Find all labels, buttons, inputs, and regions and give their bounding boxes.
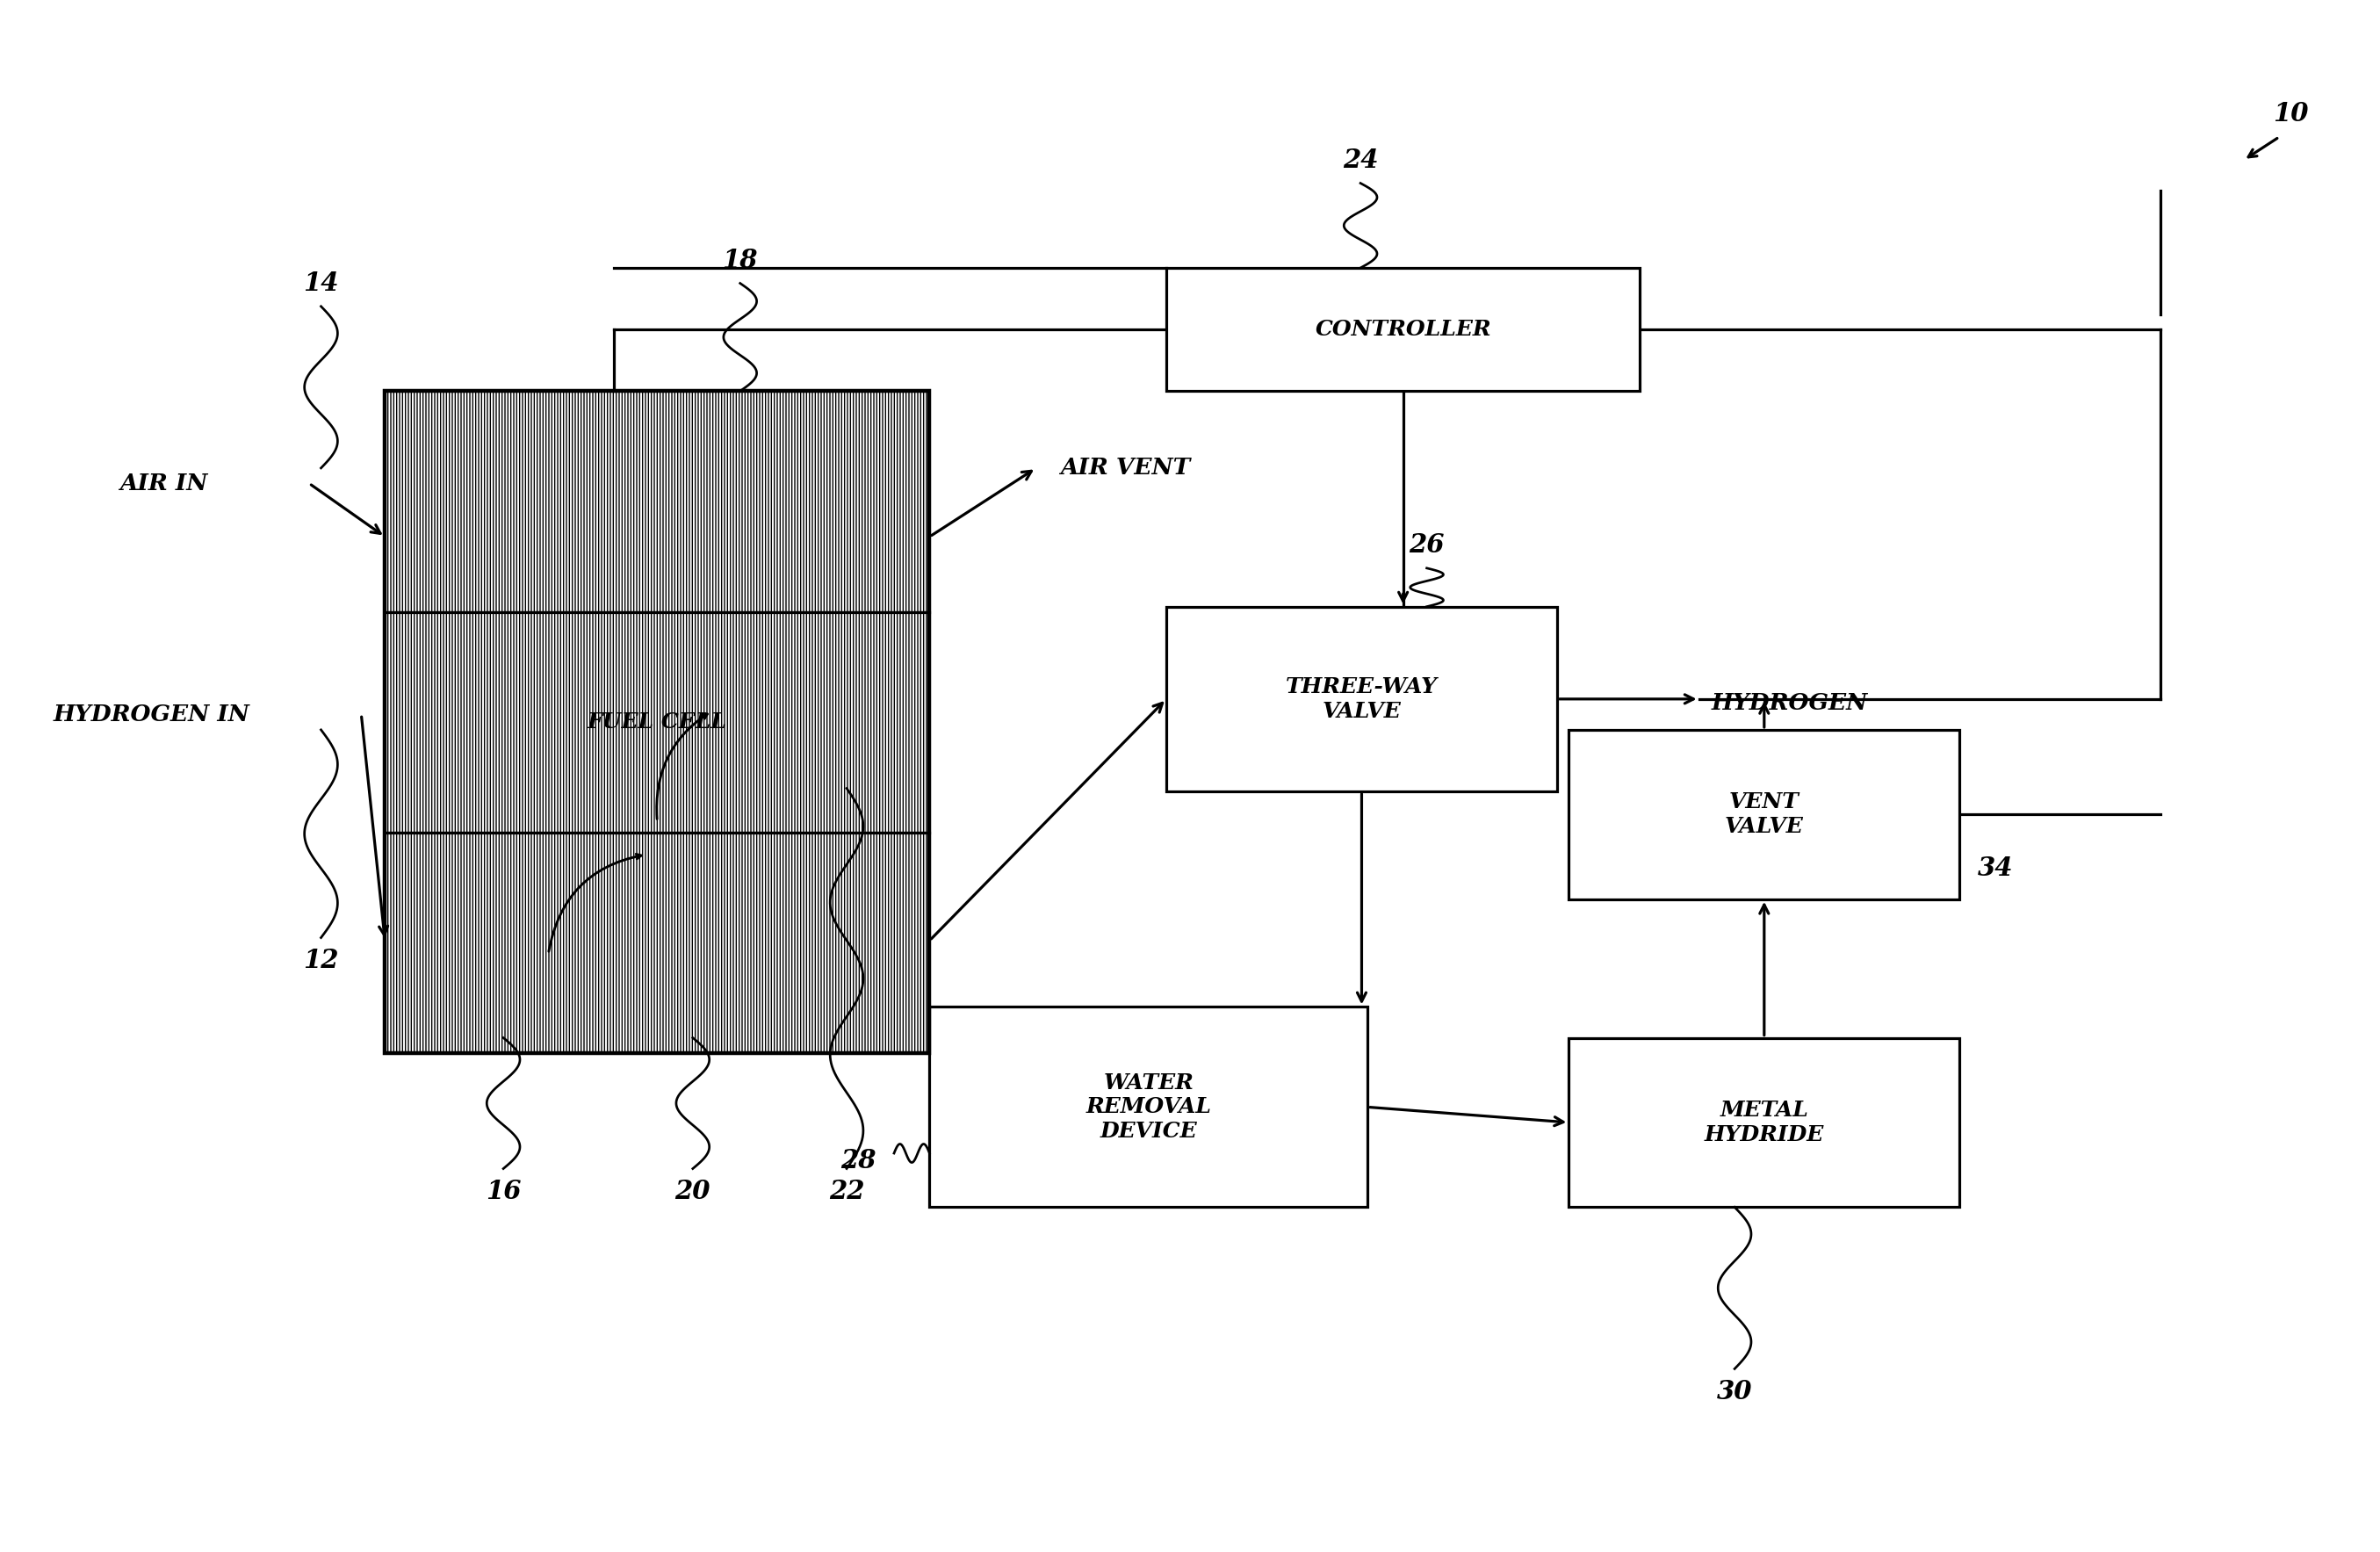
Text: 34: 34 <box>1978 855 2013 882</box>
Bar <box>386 832 931 1054</box>
Text: 12: 12 <box>302 948 338 973</box>
Text: 22: 22 <box>828 1180 864 1204</box>
Text: 14: 14 <box>302 270 338 296</box>
Text: VENT
VALVE: VENT VALVE <box>1726 792 1804 837</box>
Text: WATER
REMOVAL
DEVICE: WATER REMOVAL DEVICE <box>1085 1072 1211 1142</box>
Text: HYDROGEN IN: HYDROGEN IN <box>52 703 250 725</box>
Text: 18: 18 <box>724 247 757 273</box>
Bar <box>386 391 931 611</box>
Bar <box>386 611 931 832</box>
Bar <box>1166 268 1640 391</box>
Text: AIR VENT: AIR VENT <box>1059 456 1190 480</box>
Text: 10: 10 <box>2273 101 2309 127</box>
Bar <box>1568 729 1959 899</box>
Text: AIR IN: AIR IN <box>119 472 207 495</box>
Text: VENT: VENT <box>1711 760 1785 782</box>
Text: FUEL CELL: FUEL CELL <box>588 711 726 733</box>
Text: THREE-WAY
VALVE: THREE-WAY VALVE <box>1285 677 1438 722</box>
Bar <box>931 1007 1368 1207</box>
Text: METAL
HYDRIDE: METAL HYDRIDE <box>1704 1100 1823 1145</box>
Text: 24: 24 <box>1342 147 1378 172</box>
Text: 30: 30 <box>1716 1380 1752 1405</box>
Text: 26: 26 <box>1409 532 1445 557</box>
Bar <box>1166 607 1557 792</box>
Text: CONTROLLER: CONTROLLER <box>1316 318 1492 340</box>
Text: 20: 20 <box>676 1180 712 1204</box>
Text: 28: 28 <box>840 1148 876 1173</box>
Text: HYDROGEN: HYDROGEN <box>1711 692 1868 714</box>
Text: 16: 16 <box>486 1180 521 1204</box>
Bar <box>386 391 931 1054</box>
Bar <box>1568 1038 1959 1207</box>
